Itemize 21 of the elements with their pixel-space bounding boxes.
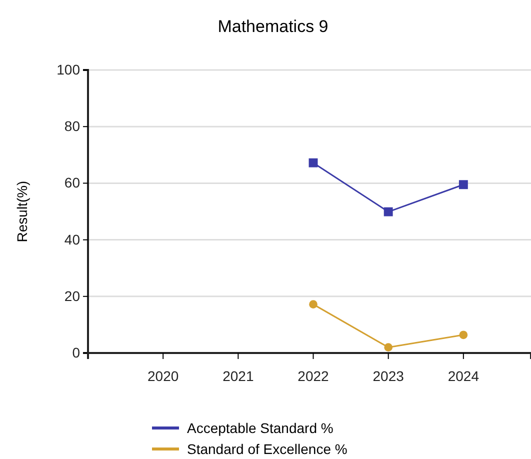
point — [459, 330, 468, 340]
y-tick-label: 100 — [56, 61, 80, 78]
chart-title: Mathematics 9 — [218, 17, 328, 36]
point — [384, 343, 393, 352]
point — [384, 207, 393, 216]
y-tick-label: 60 — [64, 174, 80, 191]
x-tick-label: 2024 — [448, 368, 480, 384]
legend-label: Acceptable Standard % — [187, 420, 334, 436]
x-tick-label: 2022 — [298, 368, 330, 384]
y-tick-label: 80 — [64, 118, 80, 134]
x-tick-label: 2020 — [148, 368, 179, 384]
point — [309, 300, 318, 308]
y-tick-label: 20 — [64, 288, 80, 304]
y-axis-title: Result(%) — [14, 180, 30, 242]
y-tick-label: 0 — [72, 344, 80, 360]
point — [308, 158, 318, 168]
y-tick-label: 40 — [64, 231, 80, 248]
x-tick-label: 2023 — [372, 368, 404, 384]
point — [458, 180, 468, 190]
legend-label: Standard of Excellence % — [187, 441, 348, 457]
x-tick-label: 2021 — [222, 368, 254, 384]
